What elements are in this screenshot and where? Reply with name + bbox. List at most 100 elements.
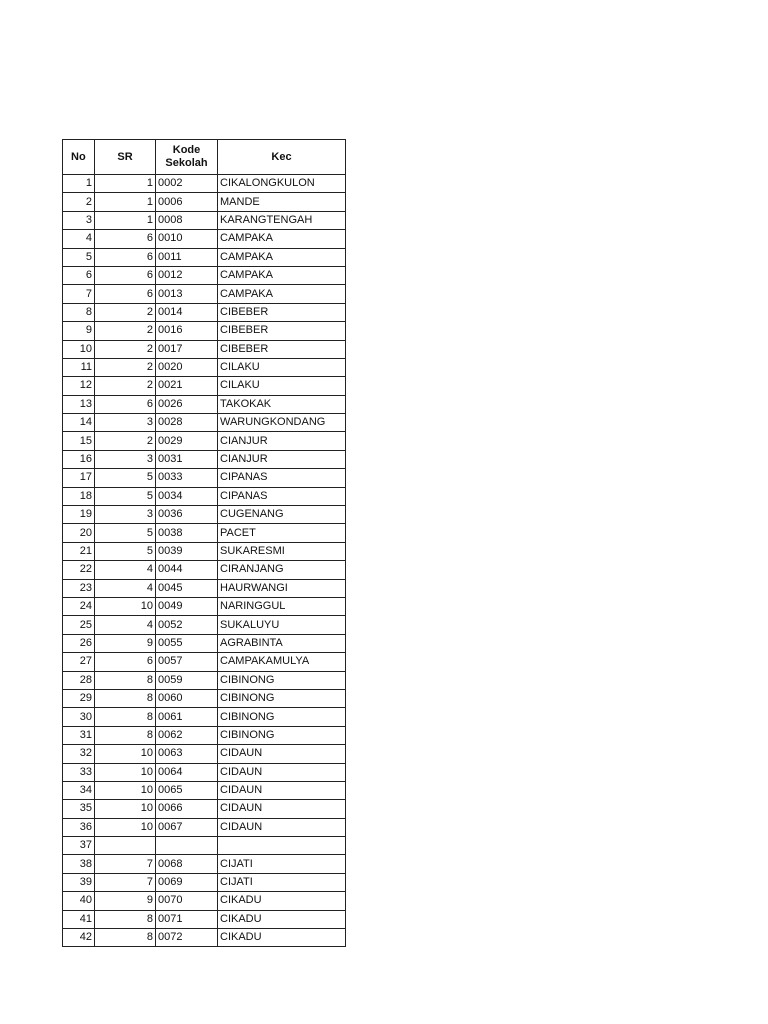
cell-kode: 0057 <box>155 652 218 672</box>
cell-no: 7 <box>62 284 95 304</box>
cell-kode: 0071 <box>155 909 218 930</box>
cell-kode: 0031 <box>155 449 218 470</box>
cell-no: 35 <box>62 799 95 819</box>
cell-sr: 9 <box>94 633 156 654</box>
table-row: 12 2 0021 CILAKU <box>62 376 346 396</box>
cell-kec: CIJATI <box>217 872 346 893</box>
cell-no: 39 <box>62 872 95 893</box>
cell-no: 2 <box>62 192 95 212</box>
cell-kode: 0029 <box>155 431 218 451</box>
table-row: 34 10 0065 CIDAUN <box>62 780 346 801</box>
table-row: 15 2 0029 CIANJUR <box>62 431 346 451</box>
cell-no: 4 <box>62 229 95 249</box>
cell-sr: 2 <box>94 431 156 451</box>
cell-kode: 0038 <box>155 523 218 543</box>
cell-sr: 6 <box>94 394 156 415</box>
cell-sr: 4 <box>94 615 156 635</box>
cell-kode: 0034 <box>155 486 218 507</box>
cell-sr: 2 <box>94 321 156 341</box>
header-kec: Kec <box>217 139 346 175</box>
cell-kode: 0036 <box>155 505 218 525</box>
table-row: 13 6 0026 TAKOKAK <box>62 394 346 415</box>
table-row: 14 3 0028 WARUNGKONDANG <box>62 413 346 433</box>
cell-no: 15 <box>62 431 95 451</box>
cell-sr: 5 <box>94 468 156 488</box>
cell-sr: 3 <box>94 505 156 525</box>
cell-no: 36 <box>62 817 95 838</box>
cell-no: 29 <box>62 688 95 709</box>
cell-kode: 0010 <box>155 229 218 249</box>
cell-kec: CIPANAS <box>217 468 346 488</box>
cell-no: 28 <box>62 670 95 690</box>
cell-kec: WARUNGKONDANG <box>217 413 346 433</box>
cell-kec: MANDE <box>217 192 346 212</box>
table-row: 21 5 0039 SUKARESMI <box>62 541 346 562</box>
cell-no: 11 <box>62 357 95 378</box>
cell-kec: CIANJUR <box>217 449 346 470</box>
table-row: 1 1 0002 CIKALONGKULON <box>62 173 346 194</box>
table-row: 42 8 0072 CIKADU <box>62 928 346 948</box>
table-row: 26 9 0055 AGRABINTA <box>62 633 346 654</box>
cell-kec: CIDAUN <box>217 799 346 819</box>
cell-sr: 3 <box>94 449 156 470</box>
cell-kec: TAKOKAK <box>217 394 346 415</box>
cell-sr: 5 <box>94 541 156 562</box>
cell-kec: CIKADU <box>217 891 346 911</box>
header-kode-sekolah: Kode Sekolah <box>155 139 218 175</box>
header-kode-line1: Kode <box>172 144 201 156</box>
cell-kode: 0039 <box>155 541 218 562</box>
cell-no: 33 <box>62 762 95 782</box>
cell-kec: CAMPAKA <box>217 265 346 286</box>
header-row: No SR Kode Sekolah Kec <box>62 139 346 175</box>
cell-kode: 0068 <box>155 854 218 874</box>
cell-no: 27 <box>62 652 95 672</box>
cell-no: 34 <box>62 780 95 801</box>
cell-no: 24 <box>62 596 95 617</box>
cell-kode: 0067 <box>155 817 218 838</box>
cell-kec: CIBINONG <box>217 670 346 690</box>
table-row: 39 7 0069 CIJATI <box>62 872 346 893</box>
cell-kec: HAURWANGI <box>217 578 346 598</box>
cell-sr: 6 <box>94 652 156 672</box>
cell-kode: 0017 <box>155 339 218 359</box>
table-row: 37 <box>62 836 346 856</box>
table-row: 20 5 0038 PACET <box>62 523 346 543</box>
cell-kec: CIDAUN <box>217 780 346 801</box>
cell-no: 13 <box>62 394 95 415</box>
cell-kec: CIKADU <box>217 928 346 948</box>
cell-no: 37 <box>62 836 95 856</box>
cell-sr: 5 <box>94 523 156 543</box>
table-row: 2 1 0006 MANDE <box>62 192 346 212</box>
cell-sr: 2 <box>94 376 156 396</box>
cell-no: 19 <box>62 505 95 525</box>
cell-kode: 0008 <box>155 210 218 231</box>
cell-kode: 0020 <box>155 357 218 378</box>
cell-kec: CIJATI <box>217 854 346 874</box>
cell-kode: 0072 <box>155 928 218 948</box>
cell-kec: CIBINONG <box>217 688 346 709</box>
table-row: 8 2 0014 CIBEBER <box>62 302 346 323</box>
header-no: No <box>62 139 95 175</box>
cell-sr: 2 <box>94 339 156 359</box>
cell-sr: 8 <box>94 707 156 727</box>
cell-kec: KARANGTENGAH <box>217 210 346 231</box>
cell-no: 8 <box>62 302 95 323</box>
cell-kec: CAMPAKA <box>217 229 346 249</box>
cell-kode: 0002 <box>155 173 218 194</box>
cell-sr: 6 <box>94 284 156 304</box>
cell-kec <box>217 836 346 856</box>
cell-kode: 0014 <box>155 302 218 323</box>
cell-kode: 0021 <box>155 376 218 396</box>
cell-kode: 0055 <box>155 633 218 654</box>
header-sr: SR <box>94 139 156 175</box>
table-row: 18 5 0034 CIPANAS <box>62 486 346 507</box>
cell-no: 32 <box>62 744 95 764</box>
cell-sr: 10 <box>94 744 156 764</box>
cell-no: 17 <box>62 468 95 488</box>
cell-kode: 0045 <box>155 578 218 598</box>
cell-no: 42 <box>62 928 95 948</box>
cell-kec: CIBEBER <box>217 302 346 323</box>
table-row: 19 3 0036 CUGENANG <box>62 505 346 525</box>
cell-sr: 7 <box>94 872 156 893</box>
cell-sr: 7 <box>94 854 156 874</box>
